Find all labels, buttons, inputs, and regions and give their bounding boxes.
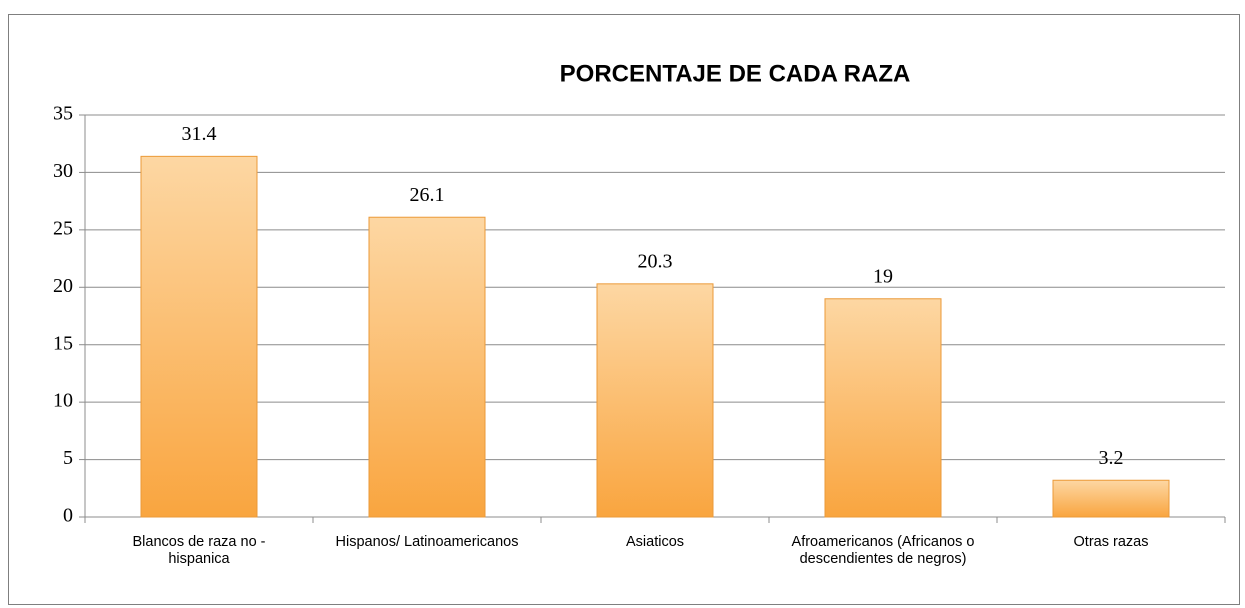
y-tick-label: 15 — [53, 332, 73, 354]
y-tick-label: 25 — [53, 217, 73, 239]
chart-border — [8, 14, 1240, 605]
x-tick-label: Otras razas — [1073, 534, 1149, 550]
data-label: 3.2 — [1099, 447, 1124, 469]
y-tick-label: 30 — [53, 160, 73, 182]
x-tick-label: Hispanos/ Latinoamericanos — [335, 534, 519, 550]
x-tick-label: Afroamericanos (Africanos o descendiente… — [791, 534, 975, 567]
bar — [824, 298, 942, 518]
chart-title: PORCENTAJE DE CADA RAZA — [560, 60, 911, 87]
data-label: 19 — [873, 265, 893, 287]
bar — [1052, 479, 1170, 518]
y-tick-label: 5 — [63, 447, 73, 469]
y-tick-label: 35 — [53, 103, 73, 125]
x-tick-label: Blancos de raza no - hispanica — [132, 534, 266, 567]
x-tick-label: Asiaticos — [625, 534, 685, 550]
y-tick-label: 0 — [63, 505, 73, 527]
y-tick-label: 20 — [53, 275, 73, 297]
y-tick-label: 10 — [53, 390, 73, 412]
data-label: 20.3 — [638, 250, 673, 272]
bar — [596, 283, 714, 518]
data-label: 31.4 — [182, 123, 217, 145]
bar — [368, 216, 486, 518]
data-label: 26.1 — [410, 184, 445, 206]
bar — [140, 155, 258, 518]
